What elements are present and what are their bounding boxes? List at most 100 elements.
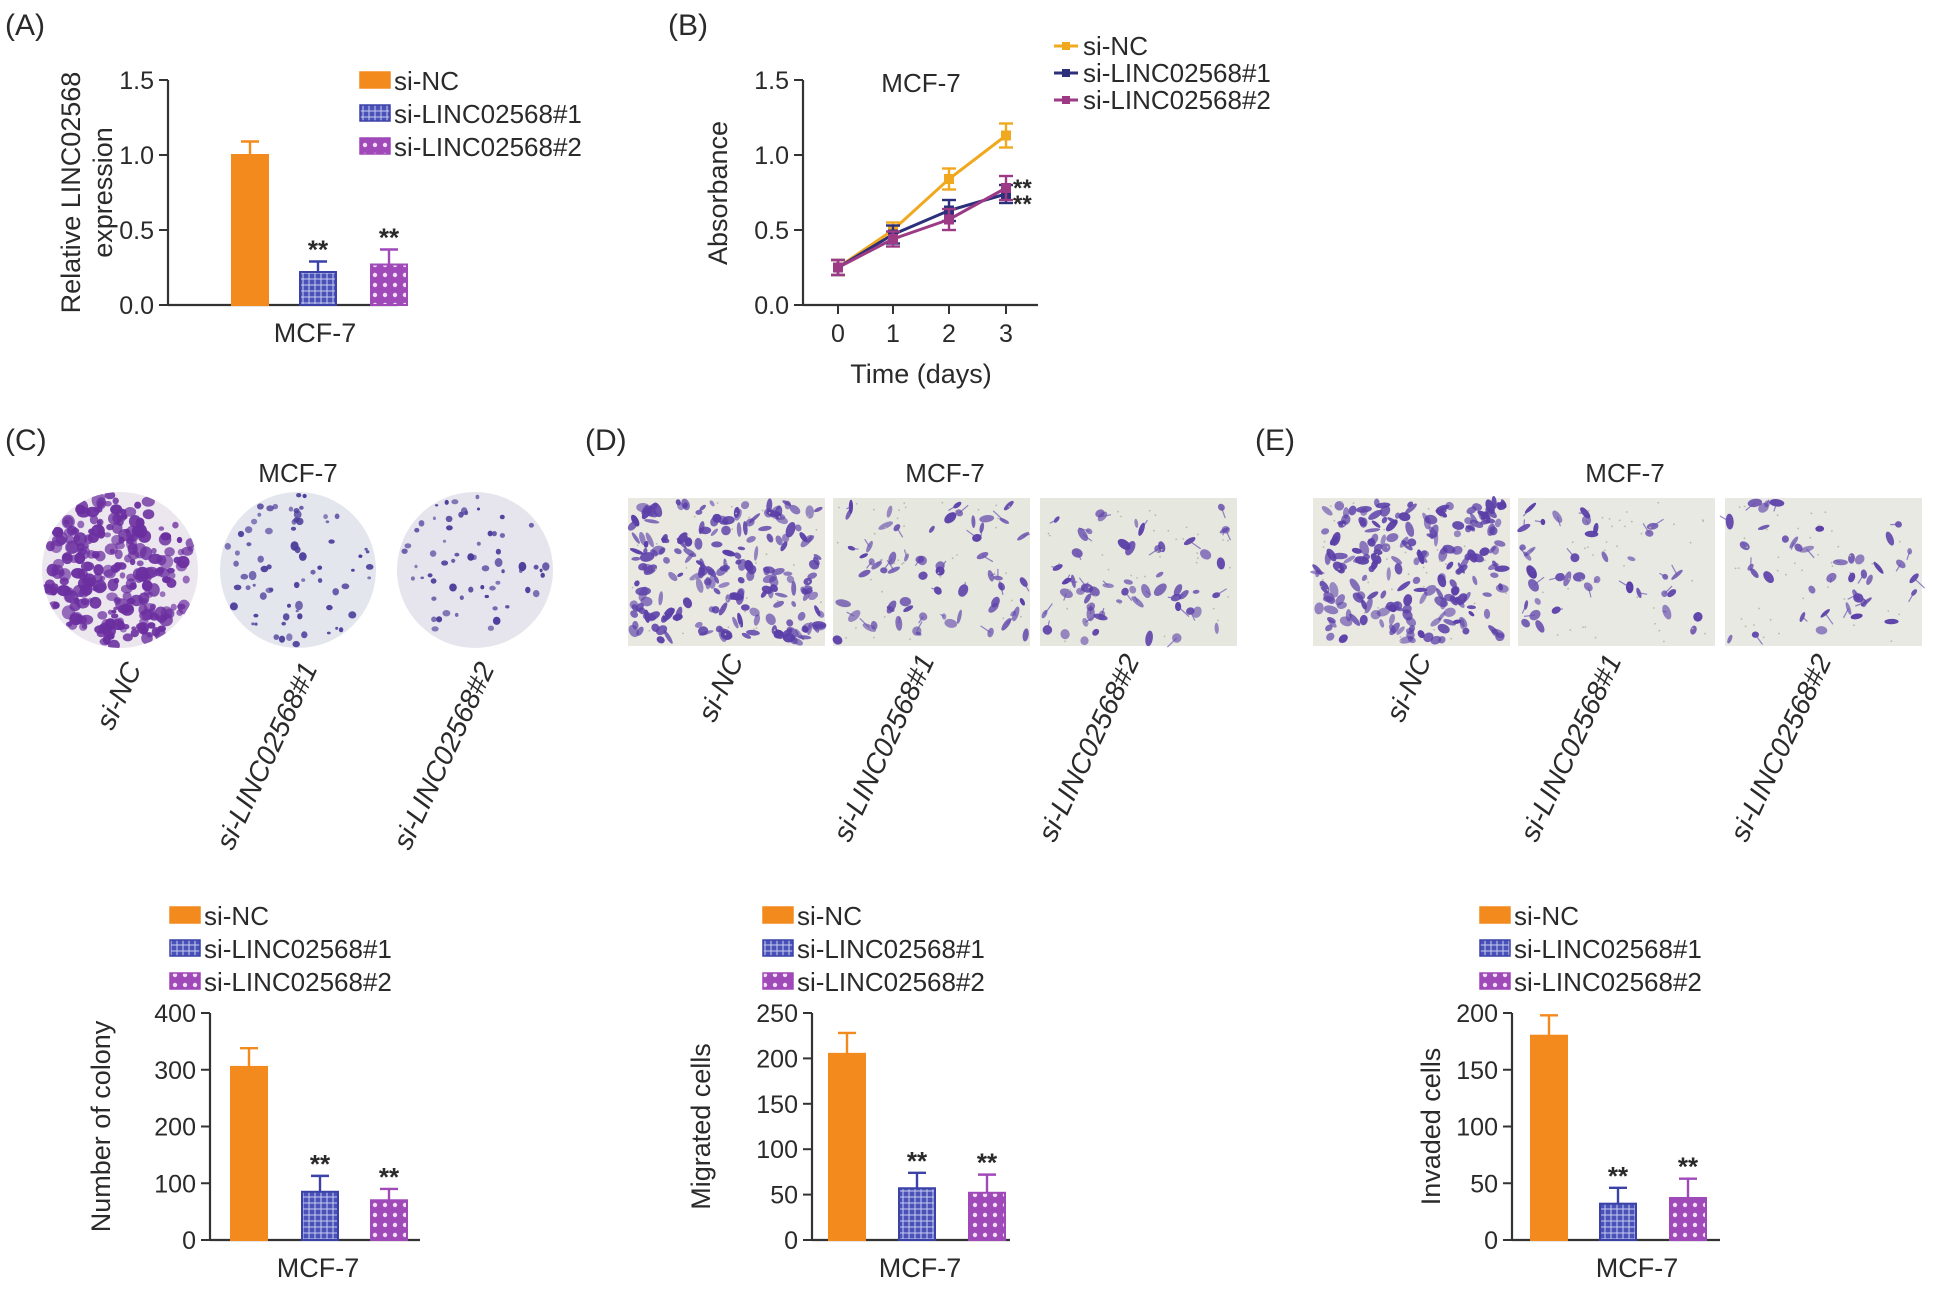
chart-title: MCF-7 xyxy=(881,68,960,98)
stained-cell xyxy=(753,614,761,626)
membrane-pore xyxy=(1776,569,1779,572)
legend-swatch-marker xyxy=(1062,42,1070,50)
membrane-pore xyxy=(1425,571,1428,574)
membrane-pore xyxy=(1399,640,1402,642)
stained-cell xyxy=(635,586,651,596)
membrane-pore xyxy=(1704,632,1706,635)
cell-process xyxy=(1049,518,1057,524)
stained-cell xyxy=(1092,628,1100,636)
stained-cell xyxy=(636,502,651,513)
stained-cell xyxy=(711,606,720,614)
membrane-pore xyxy=(1801,569,1803,572)
stained-cell xyxy=(1413,557,1420,566)
membrane-pore xyxy=(748,516,750,519)
invasion-image-si-linc02568-2 xyxy=(1719,498,1926,646)
stained-cell xyxy=(1325,624,1333,632)
colony-dot xyxy=(266,564,272,570)
significance-marker: ** xyxy=(310,1149,331,1179)
membrane-pore xyxy=(1229,566,1231,569)
membrane-pore xyxy=(1185,526,1188,529)
membrane-pore xyxy=(1322,578,1324,581)
membrane-pore xyxy=(995,526,997,529)
stained-cell xyxy=(1334,501,1345,511)
colony-dot xyxy=(93,579,107,594)
stained-cell xyxy=(1342,507,1350,519)
membrane-pore xyxy=(755,627,758,629)
membrane-pore xyxy=(724,633,727,636)
membrane-pore xyxy=(1441,515,1443,518)
colony-dot xyxy=(505,605,510,609)
significance-marker: ** xyxy=(977,1148,998,1178)
membrane-pore xyxy=(1160,548,1163,551)
colony-dot xyxy=(130,629,139,638)
cell-process xyxy=(1842,608,1850,619)
membrane-pore xyxy=(727,626,730,629)
colony-dot xyxy=(542,562,550,571)
chart-c-colony-number: 0 100 200 300 400 ** ** MCF-7 Number of colony si… xyxy=(86,901,420,1283)
colony-dot xyxy=(459,595,464,600)
membrane-pore xyxy=(1196,557,1199,560)
stained-cell xyxy=(1086,602,1096,611)
cell-process xyxy=(1585,520,1589,525)
colony-dot xyxy=(298,552,307,561)
migration-label-si-nc: si-NC xyxy=(692,649,750,726)
stained-cell xyxy=(1496,502,1502,511)
stained-cell xyxy=(715,625,723,633)
stained-cell xyxy=(1362,553,1370,561)
colony-dot xyxy=(55,531,68,545)
stained-cell xyxy=(1343,555,1356,564)
membrane-pore xyxy=(1582,626,1584,628)
stained-cell xyxy=(1457,562,1465,574)
legend-swatch-marker xyxy=(1062,69,1070,77)
colony-dot xyxy=(272,503,279,510)
colony-label-si-linc02568-2: si-LINC02568#2 xyxy=(387,657,501,854)
colony-dot xyxy=(442,610,451,617)
colony-dot xyxy=(111,609,117,614)
colony-dot xyxy=(166,578,177,588)
colony-dot xyxy=(281,621,287,626)
stained-cell xyxy=(928,525,935,533)
cell-process xyxy=(1222,530,1226,536)
stained-cell xyxy=(808,559,820,570)
series-line-si-nc xyxy=(837,134,1007,269)
cell-process xyxy=(1051,566,1058,569)
stained-cell xyxy=(859,553,868,559)
colony-dot xyxy=(248,570,257,581)
stained-cell xyxy=(754,546,759,561)
stained-cell xyxy=(1478,512,1491,524)
membrane-pore xyxy=(731,528,734,531)
membrane-pore xyxy=(1342,523,1345,526)
colony-dot xyxy=(122,633,133,642)
stained-cell xyxy=(1438,611,1446,621)
stained-cell xyxy=(1145,630,1153,647)
colony-dot xyxy=(81,623,88,629)
stained-cell xyxy=(1750,568,1759,578)
stained-cell xyxy=(1467,549,1478,563)
x-axis-label: MCF-7 xyxy=(277,1253,360,1283)
cell-process xyxy=(1664,585,1673,595)
colony-dot xyxy=(501,569,505,574)
stained-cell xyxy=(804,588,813,594)
stained-cell xyxy=(956,609,962,624)
membrane-pore xyxy=(1746,546,1748,549)
membrane-pore xyxy=(1167,529,1170,532)
stained-cell xyxy=(773,600,785,608)
cell-process xyxy=(1556,516,1561,527)
cell-process xyxy=(1587,586,1592,598)
colony-dot xyxy=(257,555,264,563)
y-tick-label: 200 xyxy=(756,1045,798,1073)
panel-e-image-title: MCF-7 xyxy=(1585,458,1664,488)
colony-dot xyxy=(282,613,290,621)
legend-swatch xyxy=(169,906,201,924)
stained-cell xyxy=(742,521,748,536)
bar-si-linc02568-1 xyxy=(299,271,337,306)
colony-dot xyxy=(295,609,299,613)
colony-dot xyxy=(475,494,480,500)
stained-cell xyxy=(1388,604,1397,613)
stained-cell xyxy=(749,607,760,617)
membrane-pore xyxy=(1778,632,1780,635)
y-tick-label: 1.5 xyxy=(119,67,154,95)
stained-cell xyxy=(639,531,646,546)
membrane-pore xyxy=(1758,607,1760,610)
